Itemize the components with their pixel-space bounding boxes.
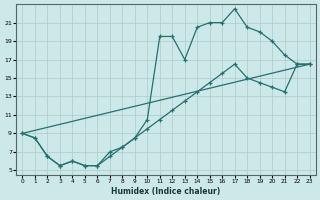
X-axis label: Humidex (Indice chaleur): Humidex (Indice chaleur)	[111, 187, 221, 196]
